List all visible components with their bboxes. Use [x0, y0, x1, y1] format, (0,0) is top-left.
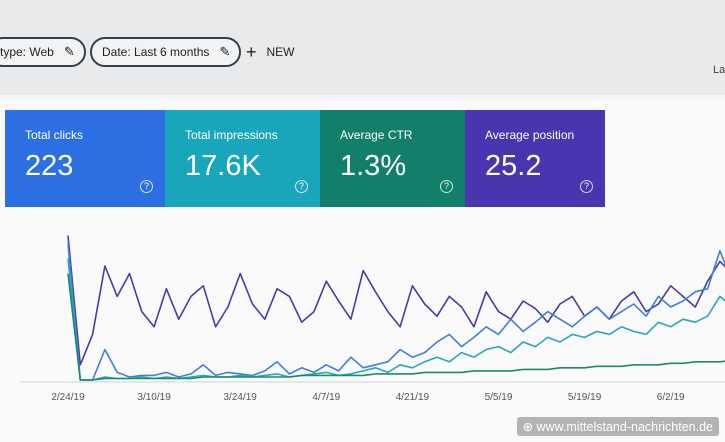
x-tick-label: 5/19/19	[568, 392, 602, 403]
help-icon[interactable]: ?	[140, 180, 153, 193]
series-line	[67, 235, 725, 366]
x-tick-label: 4/7/19	[312, 392, 340, 403]
new-button[interactable]: + NEW	[246, 42, 295, 63]
filter-chip[interactable]: type: Web ✎	[0, 37, 86, 67]
metric-label: Total impressions	[185, 128, 278, 142]
watermark: ⊕ www.mittelstand-nachrichten.de	[516, 417, 719, 436]
metric-label: Average CTR	[340, 128, 413, 142]
x-tick-label: 4/21/19	[396, 392, 430, 403]
metric-label: Average position	[485, 128, 575, 142]
toolbar: type: Web ✎ Date: Last 6 months ✎ + NEW La	[0, 0, 725, 95]
new-text: NEW	[266, 45, 295, 59]
metric-label: Total clicks	[25, 128, 84, 142]
watermark-text: www.mittelstand-nachrichten.de	[536, 420, 713, 434]
chip-text: type: Web	[0, 45, 54, 59]
help-icon[interactable]: ?	[440, 180, 453, 193]
chip-text: Date: Last 6 months	[102, 45, 210, 59]
x-tick-label: 3/24/19	[224, 392, 258, 403]
help-icon[interactable]: ?	[295, 180, 308, 193]
metric-value: 25.2	[485, 150, 542, 182]
metric-card[interactable]: Average CTR 1.3%?	[320, 110, 465, 207]
help-icon[interactable]: ?	[580, 180, 593, 193]
series-line	[67, 273, 725, 381]
metric-value: 223	[25, 150, 74, 182]
x-tick-label: 5/5/19	[485, 392, 513, 403]
edit-icon: ✎	[63, 44, 75, 59]
metric-value: 1.3%	[340, 150, 407, 182]
metric-card[interactable]: Total clicks 223?	[5, 110, 165, 207]
x-tick-label: 6/2/19	[657, 392, 685, 403]
filter-chip[interactable]: Date: Last 6 months ✎	[90, 37, 242, 67]
metric-card[interactable]: Total impressions 17.6K?	[165, 110, 320, 207]
series-line	[67, 258, 725, 381]
x-tick-label: 3/10/19	[137, 392, 171, 403]
metric-value: 17.6K	[185, 150, 261, 182]
globe-icon: ⊕	[522, 420, 537, 434]
series-line	[67, 243, 725, 381]
x-tick-label: 2/24/19	[51, 392, 85, 403]
edit-icon: ✎	[219, 44, 231, 59]
metric-card[interactable]: Average position 25.2?	[465, 110, 605, 207]
plus-icon: +	[246, 42, 257, 62]
cut-off-text: La	[713, 64, 725, 76]
